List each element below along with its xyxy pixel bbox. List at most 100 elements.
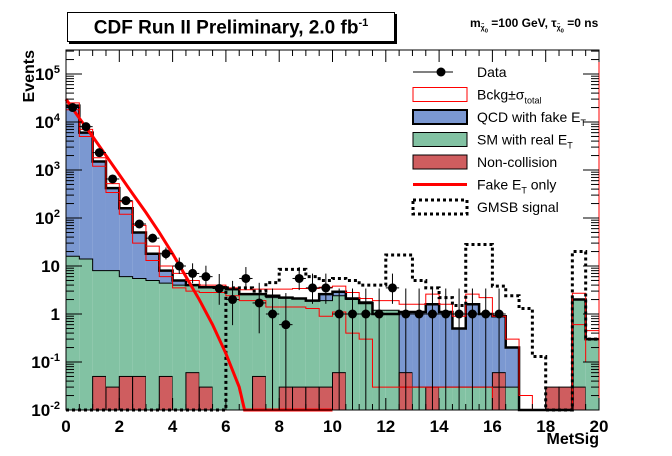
x-axis-title: MetSig [547,431,599,448]
y-tick-label: 103 [35,160,60,180]
noncollision-bar [318,386,333,411]
legend-band-swatch [412,87,468,102]
noncollision-bar [571,386,587,411]
data-point [347,309,357,319]
y-tick-label: 10-1 [31,352,60,372]
x-tick-label: 12 [376,417,395,436]
sm-bar [79,258,93,410]
y-tick-label: 102 [35,208,60,228]
x-tick-label: 6 [221,417,230,436]
y-axis-title: Events [21,50,38,103]
data-point [228,295,238,305]
legend-entry: Fake ET only [413,177,556,196]
data-point [334,309,344,319]
legend-label: Bckg±σtotal [477,87,541,106]
data-point [387,283,397,293]
data-point [241,273,251,283]
legend-data-marker [436,67,446,77]
legend-label: Data [477,64,507,80]
qcd-bar [105,188,120,271]
x-tick-label: 14 [430,417,449,436]
sm-bar [305,300,320,410]
x-tick-label: 18 [536,417,555,436]
noncollision-bar [132,375,147,411]
sm-bar [319,300,333,410]
data-point [108,174,118,184]
qcd-bar [79,132,93,259]
data-point [281,320,291,330]
sm-bar [172,285,186,410]
data-point [268,309,278,319]
sm-bar [145,280,160,410]
qcd-bar [172,280,186,286]
data-point [94,148,104,158]
fake-met-only-line [64,98,333,412]
data-point [427,309,437,319]
qcd-bar [505,347,520,388]
sm-bar [505,387,520,410]
data-point [161,249,171,259]
sm-bar [239,294,253,410]
data-point [214,283,224,293]
noncollision-bar [292,386,307,411]
data-point [254,298,264,308]
legend-entry: Non-collision [412,154,557,170]
legend-noncollision-swatch [412,154,468,170]
y-tick-label: 10 [41,257,60,276]
noncollision-bar [105,386,120,411]
data-point [188,268,198,278]
axes: 0 2 4 6 8 10 12 14 16 18 20MetSig10510410310210110… [21,49,609,448]
x-tick-label: 16 [483,417,502,436]
legend-qcd-swatch [412,109,468,125]
legend-entry: Bckg±σtotal [412,87,541,106]
data-point [201,272,211,282]
data-point [481,309,491,319]
legend-sm-swatch [412,132,468,147]
sm-bar [212,287,226,410]
noncollision-bar [198,386,214,411]
x-tick-label: 10 [323,417,342,436]
plot-area [64,50,599,412]
data-point [308,283,318,293]
data-point [467,309,477,319]
legend-entry: QCD with fake ET [412,109,586,128]
data-point [121,196,131,206]
qcd-bar [119,208,133,277]
noncollision-bar [92,375,107,411]
signal-parameters-annotation: mχ̃0 =100 GeV, τχ̃0 =0 ns [470,16,599,35]
chart-title: CDF Run II Preliminary, 2.0 fb-1 [93,17,369,39]
legend-label: SM with real ET [477,132,573,151]
data-point [441,309,451,319]
data-point [494,309,504,319]
x-tick-label: 8 [274,417,283,436]
y-tick-label: 105 [35,64,60,84]
data-point [148,233,158,243]
data-point [321,283,331,293]
data-point [174,261,184,271]
data-point [294,273,304,283]
data-point [134,219,144,229]
noncollision-bar [305,386,320,411]
sm-bar [572,299,586,410]
sm-bar [92,270,106,410]
y-tick-label: 104 [35,112,61,132]
noncollision-bar [118,375,134,411]
qcd-bar [92,161,106,271]
legend-label: QCD with fake ET [477,109,586,128]
legend-entry: GMSB signal [411,198,559,216]
y-tick-label: 1 [51,305,60,324]
x-tick-label: 0 [61,417,70,436]
noncollision-bar [252,375,267,411]
data-point [454,309,464,319]
data-point [414,309,424,319]
noncollision-bar [545,386,560,411]
x-tick-label: 20 [590,417,609,436]
data-point [374,309,384,319]
data-point [401,309,411,319]
sm-bar [385,310,400,410]
legend-entry: SM with real ET [412,132,573,151]
qcd-bar [145,253,160,281]
sm-bar [105,270,120,410]
legend-label: Fake ET only [477,177,556,196]
